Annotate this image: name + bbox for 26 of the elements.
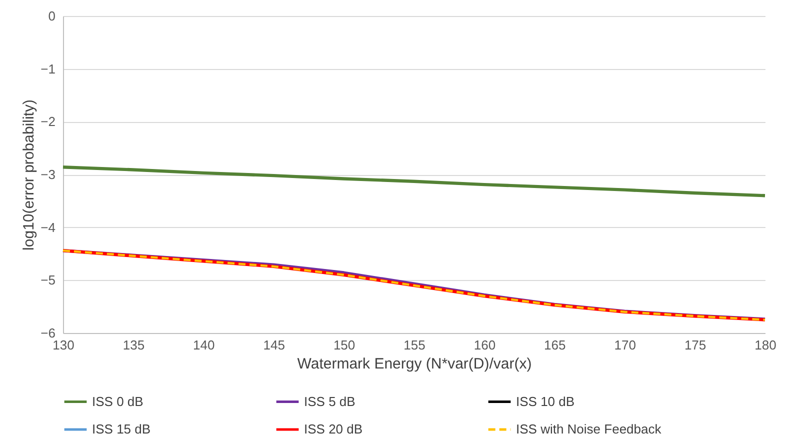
x-tick-label: 180 (754, 338, 776, 352)
x-tick-label: 175 (684, 338, 706, 352)
legend-label: ISS 5 dB (304, 394, 356, 409)
x-tick-label: 170 (614, 338, 636, 352)
y-tick-label: −3 (40, 167, 56, 182)
x-tick-label: 145 (263, 338, 285, 352)
legend-label: ISS 10 dB (516, 394, 575, 409)
x-tick-label: 135 (122, 338, 145, 352)
legend-label: ISS 15 dB (92, 422, 151, 436)
x-tick-label: 140 (193, 338, 215, 352)
y-tick-label: −4 (40, 220, 56, 235)
x-tick-label: 160 (474, 338, 496, 352)
x-tick-label: 155 (404, 338, 426, 352)
x-tick-label: 130 (52, 338, 74, 352)
x-tick-label: 165 (544, 338, 566, 352)
legend-label: ISS with Noise Feedback (516, 422, 662, 436)
legend-label: ISS 20 dB (304, 422, 363, 436)
y-tick-label: −1 (40, 61, 56, 76)
y-tick-label: −5 (40, 272, 56, 288)
x-tick-label: 150 (333, 338, 356, 352)
x-axis-title: Watermark Energy (N*var(D)/var(x) (297, 356, 532, 372)
y-tick-label: −2 (40, 114, 56, 130)
y-tick-label: 0 (48, 8, 56, 24)
y-axis-title: log10(error probability) (20, 100, 38, 250)
y-tick-label: −6 (40, 326, 56, 340)
legend-label: ISS 0 dB (92, 394, 144, 409)
